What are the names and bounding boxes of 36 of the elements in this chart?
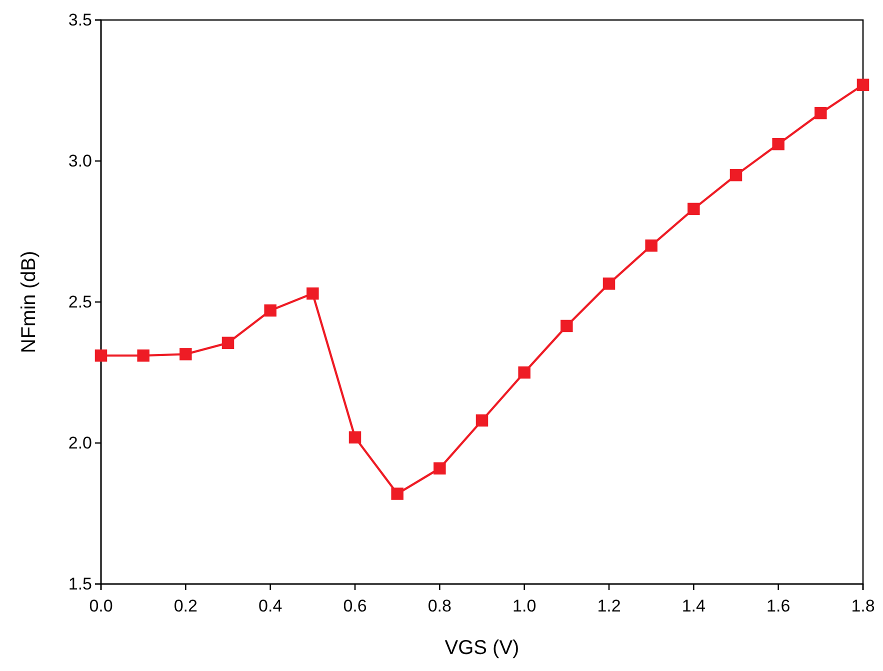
point [137, 349, 150, 362]
x-tick-label: 0.8 [428, 596, 452, 616]
point [645, 239, 658, 252]
x-tick-label: 0.6 [343, 596, 367, 616]
y-tick-label: 3.0 [68, 151, 92, 170]
point [264, 304, 276, 317]
point [814, 106, 827, 120]
y-tick-label: 2.0 [68, 433, 92, 452]
y-tick-label: 3.5 [68, 10, 92, 30]
point [560, 320, 573, 332]
x-tick-label: 1.2 [597, 596, 621, 616]
x-tick-label: 0.0 [89, 596, 113, 616]
point [94, 349, 108, 362]
point [222, 336, 234, 350]
point [730, 168, 742, 182]
point [434, 462, 446, 475]
point [688, 202, 700, 216]
y-tick-label: 2.5 [68, 292, 92, 312]
point [476, 414, 488, 427]
point [518, 366, 530, 379]
point [856, 78, 870, 91]
x-tick-label: 0.2 [174, 596, 198, 616]
y-axis-title: NFmin (dB) [18, 250, 40, 354]
point [391, 488, 404, 500]
x-tick-label: 1.8 [851, 596, 875, 616]
point [772, 138, 784, 150]
x-tick-label: 1.0 [512, 596, 536, 616]
x-tick-label: 1.6 [766, 596, 790, 616]
x-tick-label: 0.4 [258, 596, 282, 616]
y-tick-label: 1.5 [68, 574, 92, 594]
x-tick-label: 1.4 [682, 596, 706, 616]
point [306, 287, 319, 300]
point [602, 278, 616, 290]
x-axis-title: VGS (V) [444, 637, 520, 659]
point [180, 348, 192, 360]
point [348, 431, 362, 444]
